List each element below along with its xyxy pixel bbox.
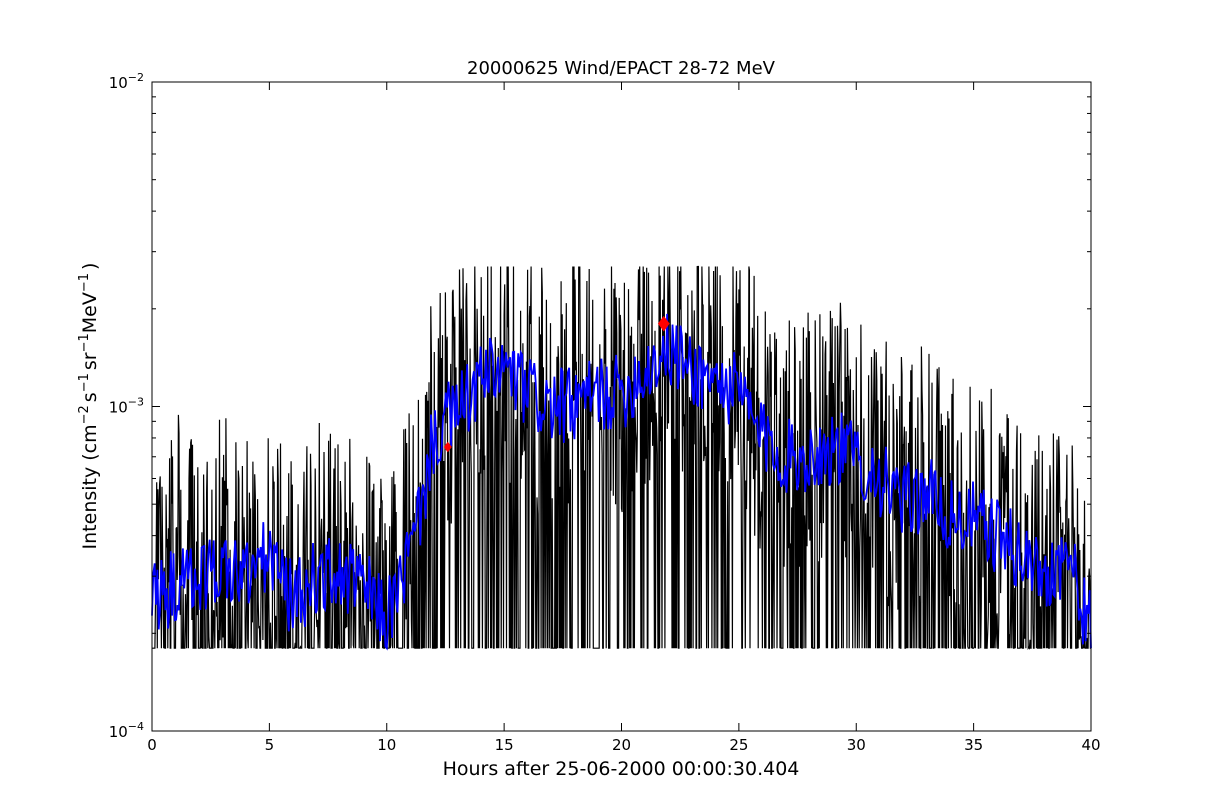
y-label-sup-3: −1: [77, 333, 92, 352]
event-marker-2: [657, 315, 670, 332]
x-tick-label: 25: [729, 736, 748, 754]
raw-intensity-line: [152, 265, 1091, 650]
chart-title: 20000625 Wind/EPACT 28-72 MeV: [467, 58, 776, 79]
y-label-text-1: Intensity (cm: [79, 424, 101, 549]
x-tick-label: 35: [964, 736, 983, 754]
x-tick-label: 30: [847, 736, 866, 754]
x-axis-ticks: 0 5 10 15 20 25 30 35 40: [147, 82, 1101, 754]
y-label-text-4: MeV: [79, 292, 101, 333]
y-label-sup-1: −2: [77, 405, 92, 424]
smoothed-intensity-line: [151, 313, 1092, 651]
y-tick-label: 10−4: [109, 720, 144, 741]
x-tick-label: 5: [265, 736, 275, 754]
y-tick-label: 10−2: [109, 71, 144, 92]
event-markers: [443, 315, 670, 453]
x-tick-label: 40: [1081, 736, 1100, 754]
event-marker-1: [443, 441, 452, 453]
y-label-sup-4: −1: [77, 273, 92, 292]
y-label-text-3: sr: [79, 352, 101, 370]
y-label-sup-2: −1: [77, 373, 92, 392]
y-axis-label: Intensity (cm−2s−1sr−1MeV−1): [77, 263, 101, 550]
raw-intensity-series: [152, 265, 1091, 650]
x-tick-label: 0: [147, 736, 157, 754]
x-tick-label: 10: [377, 736, 396, 754]
y-axis-ticks: 10−4 10−3 10−2: [109, 71, 1091, 741]
x-axis-label: Hours after 25-06-2000 00:00:30.404: [443, 758, 800, 780]
y-label-text-5: ): [79, 263, 101, 270]
y-tick-label: 10−3: [109, 396, 144, 417]
x-tick-label: 15: [495, 736, 514, 754]
y-label-text-2: s: [79, 392, 101, 402]
x-tick-label: 20: [612, 736, 631, 754]
smoothed-intensity-series: [151, 313, 1092, 651]
